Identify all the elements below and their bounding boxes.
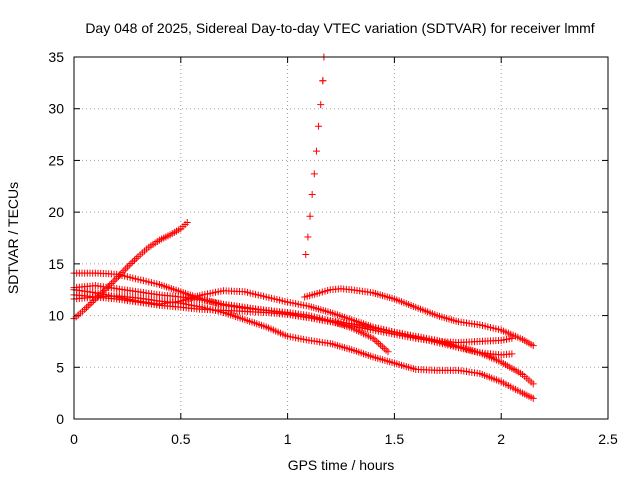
x-axis-label: GPS time / hours: [288, 457, 395, 473]
y-tick-label: 35: [48, 49, 64, 65]
data-point-arc-e: [529, 380, 537, 388]
data-point-arc-d: [508, 334, 516, 342]
y-tick-label: 20: [48, 204, 64, 220]
data-point-arc-a: [384, 348, 392, 356]
data-point-arc-rising: [82, 304, 90, 312]
y-axis-label: SDTVAR / TECUs: [5, 182, 21, 294]
y-tick-label: 15: [48, 256, 64, 272]
y-tick-label: 25: [48, 152, 64, 168]
grid-layer: [74, 57, 608, 419]
x-tick-label: 1.5: [385, 431, 405, 447]
data-point-arc-rising: [132, 254, 140, 262]
data-point-spike: [317, 101, 325, 109]
data-point-spike: [306, 212, 314, 220]
data-point-spike: [310, 170, 318, 178]
x-tick-label: 2: [497, 431, 505, 447]
points-layer: [70, 53, 537, 402]
data-point-arc-rising: [109, 278, 117, 286]
data-point-arc-rising: [111, 276, 119, 284]
data-point-arc-rising: [125, 261, 133, 269]
data-point-arc-b: [508, 350, 516, 358]
y-tick-label: 0: [56, 411, 64, 427]
x-tick-label: 0: [70, 431, 78, 447]
data-point-arc-rising: [81, 305, 89, 313]
plot-frame: [73, 56, 609, 420]
data-point-arc-rising: [90, 297, 98, 305]
data-point-arc-late: [529, 342, 537, 350]
data-point-spike: [312, 147, 320, 155]
data-point-arc-rising: [86, 300, 94, 308]
data-point-arc-rising: [127, 260, 135, 268]
y-tick-label: 30: [48, 101, 64, 117]
data-point-arc-rising: [183, 218, 191, 226]
data-point-arc-rising: [123, 263, 131, 271]
data-point-arc-rising: [131, 256, 139, 264]
x-tick-label: 1: [284, 431, 292, 447]
data-point-spike: [308, 191, 316, 199]
data-point-arc-c: [529, 394, 537, 402]
y-tick-label: 5: [56, 359, 64, 375]
chart-title: Day 048 of 2025, Sidereal Day-to-day VTE…: [85, 20, 594, 36]
data-point-spike-top: [319, 77, 327, 85]
y-tick-label: 10: [48, 308, 64, 324]
data-point-arc-rising: [129, 258, 137, 266]
data-point-arc-rising: [84, 302, 92, 310]
data-point-spike: [302, 251, 310, 259]
data-point-arc-rising: [88, 298, 96, 306]
data-point-spike: [315, 122, 323, 130]
x-tick-label: 2.5: [598, 431, 618, 447]
x-tick-label: 0.5: [171, 431, 191, 447]
data-point-spike: [304, 233, 312, 241]
data-point-arc-rising: [100, 286, 108, 294]
